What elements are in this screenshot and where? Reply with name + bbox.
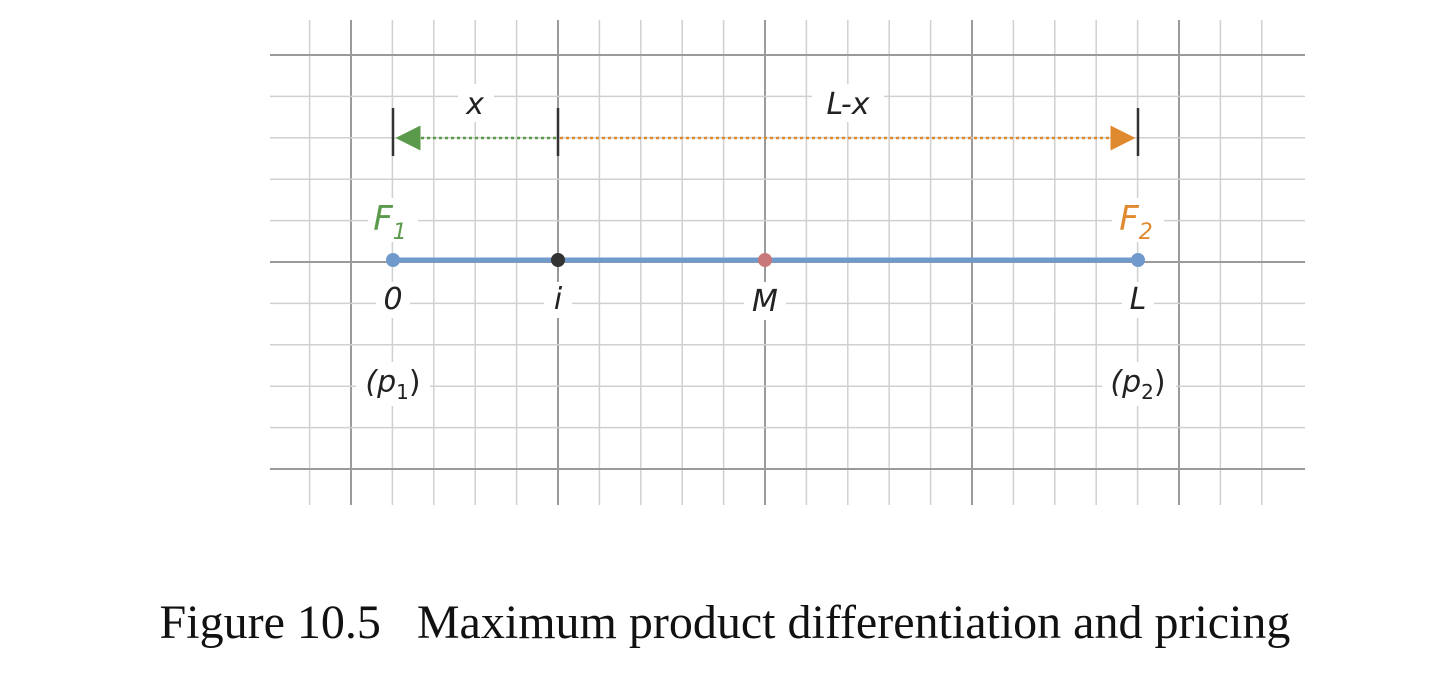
firm-subscript: 2 (1139, 220, 1153, 245)
distance-markers (391, 108, 1140, 156)
price-open: (p (365, 365, 396, 400)
point-label: 0 (383, 282, 402, 317)
point-label: L (1130, 282, 1147, 317)
distance-label: x (465, 87, 484, 122)
firm-name: F (373, 199, 393, 239)
firm-label: F2 (1119, 199, 1153, 245)
distance-label: L-x (827, 87, 870, 122)
point-label: i (554, 282, 563, 317)
price-close: ) (1154, 365, 1166, 400)
price-close: ) (409, 365, 421, 400)
price-open: (p (1110, 365, 1141, 400)
caption: Figure 10.5 Maximum product differentiat… (160, 596, 1291, 649)
market-line (386, 253, 1145, 267)
firm-label: F1 (373, 199, 407, 245)
price-subscript: 1 (396, 380, 409, 404)
firm-name: F (1119, 199, 1139, 239)
label-backgrounds (356, 84, 1176, 406)
price-subscript: 2 (1141, 380, 1154, 404)
firm-subscript: 1 (393, 220, 407, 245)
price-label: (p1) (365, 365, 420, 404)
price-label: (p2) (1110, 365, 1165, 404)
point-label: M (752, 284, 778, 319)
